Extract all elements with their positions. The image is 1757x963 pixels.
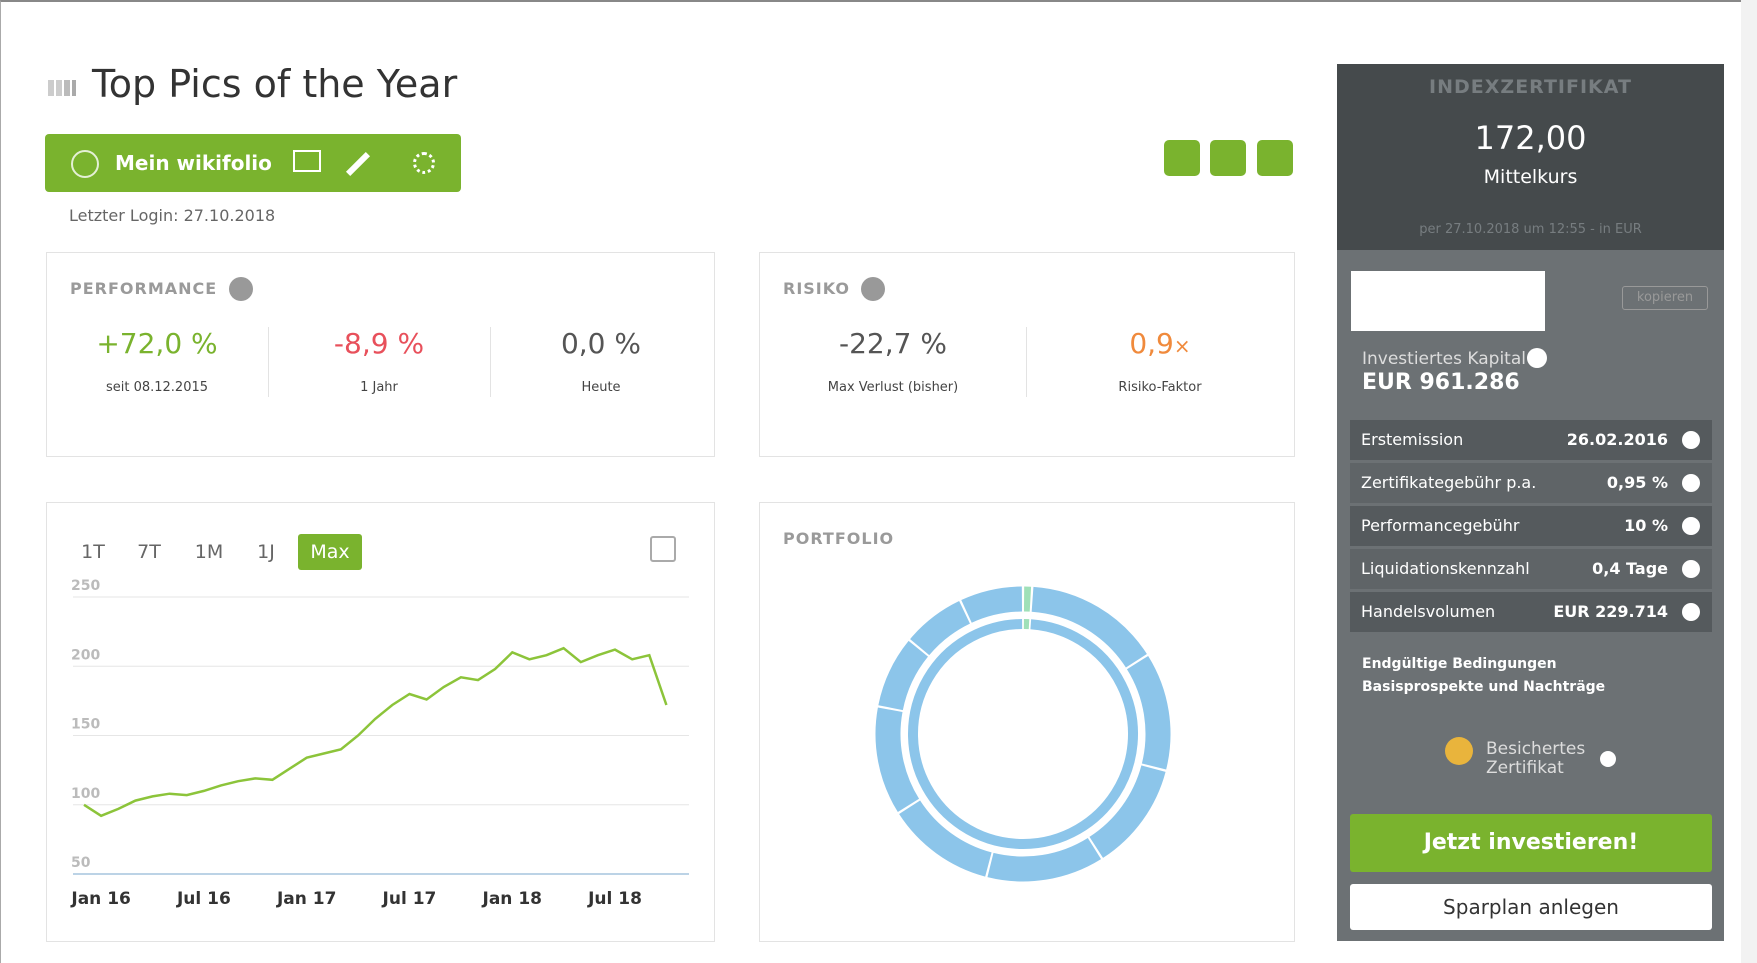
link[interactable]: Basisprospekte und Nachträge [1362,679,1605,695]
period-button[interactable]: 7T [129,534,169,570]
price-note: per 27.10.2018 um 12:55 - in EUR [1337,222,1724,237]
kpi-label: Max Verlust (bisher) [773,380,1013,395]
row-label: Performancegebühr [1361,516,1519,535]
period-button[interactable]: Max [298,534,362,570]
info-row: Liquidationskennzahl 0,4 Tage [1350,549,1712,589]
period-button[interactable]: 1J [246,534,286,570]
panel-label: INDEXZERTIFIKAT [1337,76,1724,98]
kpi-value: +72,0 % [57,327,257,360]
kpi-label: Heute [501,380,701,395]
row-value: 10 % [1624,516,1668,535]
info-icon[interactable] [1527,348,1547,368]
last-login: Letzter Login: 27.10.2018 [69,206,275,225]
period-button[interactable]: 1M [189,534,229,570]
divider [490,327,491,397]
row-label: Erstemission [1361,430,1463,449]
info-icon[interactable] [229,277,253,301]
row-value: 0,95 % [1607,473,1668,492]
invest-button[interactable]: Jetzt investieren! [1350,814,1712,872]
copy-button[interactable]: kopieren [1622,286,1708,310]
info-row: Handelsvolumen EUR 229.714 [1350,592,1712,632]
calendar-icon[interactable] [650,536,676,562]
capital-label: Investiertes Kapital [1362,349,1526,369]
euro-icon[interactable] [1257,140,1293,176]
code-field[interactable] [1351,271,1545,331]
share-icon[interactable] [413,152,435,174]
card-title: PERFORMANCE [70,279,217,298]
badge: Besichertes Zertifikat [1486,740,1606,778]
present-icon[interactable] [293,150,321,172]
toolbar[interactable]: Mein wikifolio [45,134,461,192]
info-icon[interactable] [1682,560,1700,578]
risk-card: RISIKO -22,7 % Max Verlust (bisher) 0,9× Ri… [759,252,1295,457]
title: Top Pics of the Year [92,62,457,106]
chart-icon[interactable] [1164,140,1200,176]
info-icon[interactable] [1682,517,1700,535]
link[interactable]: Endgültige Bedingungen [1362,656,1557,672]
performance-card: PERFORMANCE +72,0 % seit 08.12.2015 -8,9 %… [46,252,715,457]
card-title: RISIKO [783,279,850,298]
price: 172,00 [1337,119,1724,157]
row-value: 0,4 Tage [1592,559,1668,578]
piggy-icon[interactable] [1210,140,1246,176]
info-row: Performancegebühr 10 % [1350,506,1712,546]
price-label: Mittelkurs [1337,166,1724,188]
divider [268,327,269,397]
kpi-label: 1 Jahr [279,380,479,395]
row-value: 26.02.2016 [1567,430,1668,449]
badge-icon [1445,737,1473,765]
info-icon[interactable] [1682,431,1700,449]
info-icon[interactable] [1600,751,1616,767]
kpi-label: seit 08.12.2015 [57,380,257,395]
kpi-value: -22,7 % [773,327,1013,360]
info-row: Erstemission 26.02.2016 [1350,420,1712,460]
kpi-value: -8,9 % [279,327,479,360]
kpi-label: Risiko-Faktor [1040,380,1280,395]
row-label: Zertifikategebühr p.a. [1361,473,1536,492]
row-value: EUR 229.714 [1553,602,1668,621]
avatar-icon [71,150,99,178]
period-button[interactable]: 1T [73,534,113,570]
row-label: Handelsvolumen [1361,602,1495,621]
info-row: Zertifikategebühr p.a. 0,95 % [1350,463,1712,503]
sparplan-button[interactable]: Sparplan anlegen [1350,884,1712,930]
info-icon[interactable] [861,277,885,301]
capital: EUR 961.286 [1362,370,1520,395]
portfolio-card: PORTFOLIO [759,502,1295,942]
toolbar-button[interactable]: Mein wikifolio [115,151,272,175]
title-icon [48,80,76,96]
edit-icon[interactable] [346,152,370,176]
kpi-value: 0,9× [1040,327,1280,360]
divider [1026,327,1027,397]
side-panel: INDEXZERTIFIKAT 172,00 Mittelkurs per 27… [1337,64,1724,941]
info-icon[interactable] [1682,474,1700,492]
card-title: PORTFOLIO [783,529,894,548]
row-label: Liquidationskennzahl [1361,559,1530,578]
kpi-value: 0,0 % [501,327,701,360]
kpi-unit: × [1174,334,1191,358]
info-icon[interactable] [1682,603,1700,621]
